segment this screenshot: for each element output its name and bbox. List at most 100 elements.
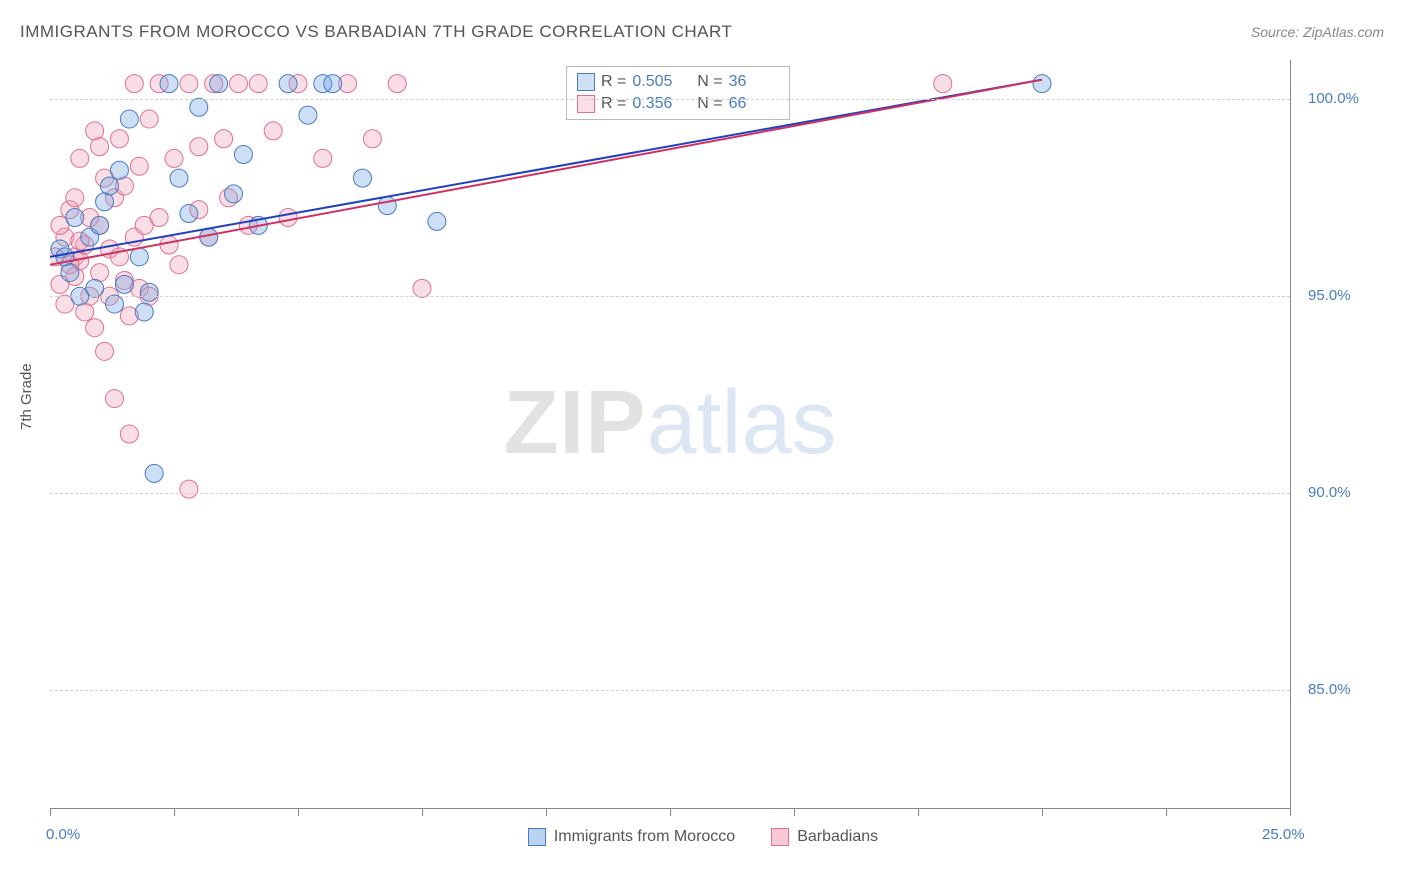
x-tick-label: 0.0%	[46, 826, 80, 843]
x-tick-label: 25.0%	[1262, 826, 1305, 843]
stat-n-label: N =	[688, 95, 722, 113]
scatter-point	[86, 122, 104, 140]
gridline	[50, 296, 1290, 297]
scatter-point	[115, 275, 133, 293]
scatter-point	[91, 216, 109, 234]
stats-legend: R = 0.505 N = 36 R = 0.356 N = 66	[566, 66, 790, 120]
x-tick	[1042, 808, 1043, 816]
scatter-point	[180, 480, 198, 498]
scatter-point	[234, 145, 252, 163]
gridline	[50, 493, 1290, 494]
scatter-point	[86, 319, 104, 337]
legend-swatch	[577, 73, 595, 91]
x-tick	[50, 808, 51, 816]
scatter-point	[249, 75, 267, 93]
y-tick-label: 100.0%	[1308, 90, 1359, 107]
scatter-point	[190, 138, 208, 156]
scatter-point	[413, 279, 431, 297]
scatter-point	[76, 303, 94, 321]
scatter-point	[170, 256, 188, 274]
scatter-point	[388, 75, 406, 93]
scatter-point	[180, 205, 198, 223]
scatter-point	[229, 75, 247, 93]
stat-n-value: 36	[729, 73, 779, 91]
x-tick	[422, 808, 423, 816]
source-attribution: Source: ZipAtlas.com	[1251, 24, 1384, 40]
plot-area: ZIPatlas R =0.505 N =36R =0.356 N =66	[50, 60, 1291, 809]
scatter-point	[61, 264, 79, 282]
scatter-point	[125, 75, 143, 93]
bottom-legend: Immigrants from Morocco Barbadians	[0, 828, 1406, 846]
y-tick-label: 85.0%	[1308, 681, 1351, 698]
x-tick	[670, 808, 671, 816]
scatter-point	[135, 303, 153, 321]
scatter-point	[299, 106, 317, 124]
scatter-point	[180, 75, 198, 93]
scatter-point	[279, 75, 297, 93]
scatter-point	[934, 75, 952, 93]
scatter-point	[160, 236, 178, 254]
x-tick	[794, 808, 795, 816]
scatter-point	[91, 138, 109, 156]
x-tick	[298, 808, 299, 816]
scatter-point	[71, 149, 89, 167]
legend-label: Immigrants from Morocco	[554, 828, 735, 846]
stat-r-value: 0.505	[632, 73, 682, 91]
scatter-point	[130, 157, 148, 175]
scatter-point	[66, 189, 84, 207]
scatter-point	[96, 342, 114, 360]
scatter-point	[353, 169, 371, 187]
x-tick	[918, 808, 919, 816]
stats-legend-row: R = 0.505 N = 36	[577, 71, 779, 93]
scatter-point	[279, 208, 297, 226]
scatter-point	[314, 149, 332, 167]
scatter-point	[120, 425, 138, 443]
scatter-point	[66, 208, 84, 226]
scatter-point	[105, 390, 123, 408]
chart-svg	[50, 60, 1290, 808]
x-tick	[546, 808, 547, 816]
scatter-point	[150, 208, 168, 226]
scatter-point	[145, 464, 163, 482]
scatter-point	[86, 279, 104, 297]
stat-r-label: R =	[601, 95, 626, 113]
chart-title: IMMIGRANTS FROM MOROCCO VS BARBADIAN 7TH…	[20, 22, 732, 42]
scatter-point	[140, 283, 158, 301]
scatter-point	[378, 197, 396, 215]
scatter-point	[91, 264, 109, 282]
y-tick-label: 95.0%	[1308, 287, 1351, 304]
scatter-point	[210, 75, 228, 93]
scatter-point	[110, 130, 128, 148]
scatter-point	[363, 130, 381, 148]
scatter-point	[140, 110, 158, 128]
scatter-point	[130, 248, 148, 266]
scatter-point	[264, 122, 282, 140]
legend-swatch	[771, 828, 789, 846]
scatter-point	[170, 169, 188, 187]
scatter-point	[101, 177, 119, 195]
scatter-point	[120, 110, 138, 128]
scatter-point	[215, 130, 233, 148]
stat-r-value: 0.356	[632, 95, 682, 113]
scatter-point	[96, 193, 114, 211]
scatter-point	[324, 75, 342, 93]
scatter-point	[105, 295, 123, 313]
x-tick	[1290, 808, 1291, 816]
scatter-point	[428, 212, 446, 230]
x-tick	[1166, 808, 1167, 816]
stat-r-label: R =	[601, 73, 626, 91]
bottom-legend-item: Immigrants from Morocco	[528, 828, 735, 846]
scatter-point	[190, 98, 208, 116]
y-tick-label: 90.0%	[1308, 484, 1351, 501]
stats-legend-row: R = 0.356 N = 66	[577, 93, 779, 115]
gridline	[50, 99, 1290, 100]
stat-n-value: 66	[729, 95, 779, 113]
scatter-point	[225, 185, 243, 203]
legend-swatch	[577, 95, 595, 113]
gridline	[50, 690, 1290, 691]
y-axis-label: 7th Grade	[18, 363, 35, 430]
bottom-legend-item: Barbadians	[771, 828, 878, 846]
scatter-point	[110, 161, 128, 179]
x-tick	[174, 808, 175, 816]
stat-n-label: N =	[688, 73, 722, 91]
